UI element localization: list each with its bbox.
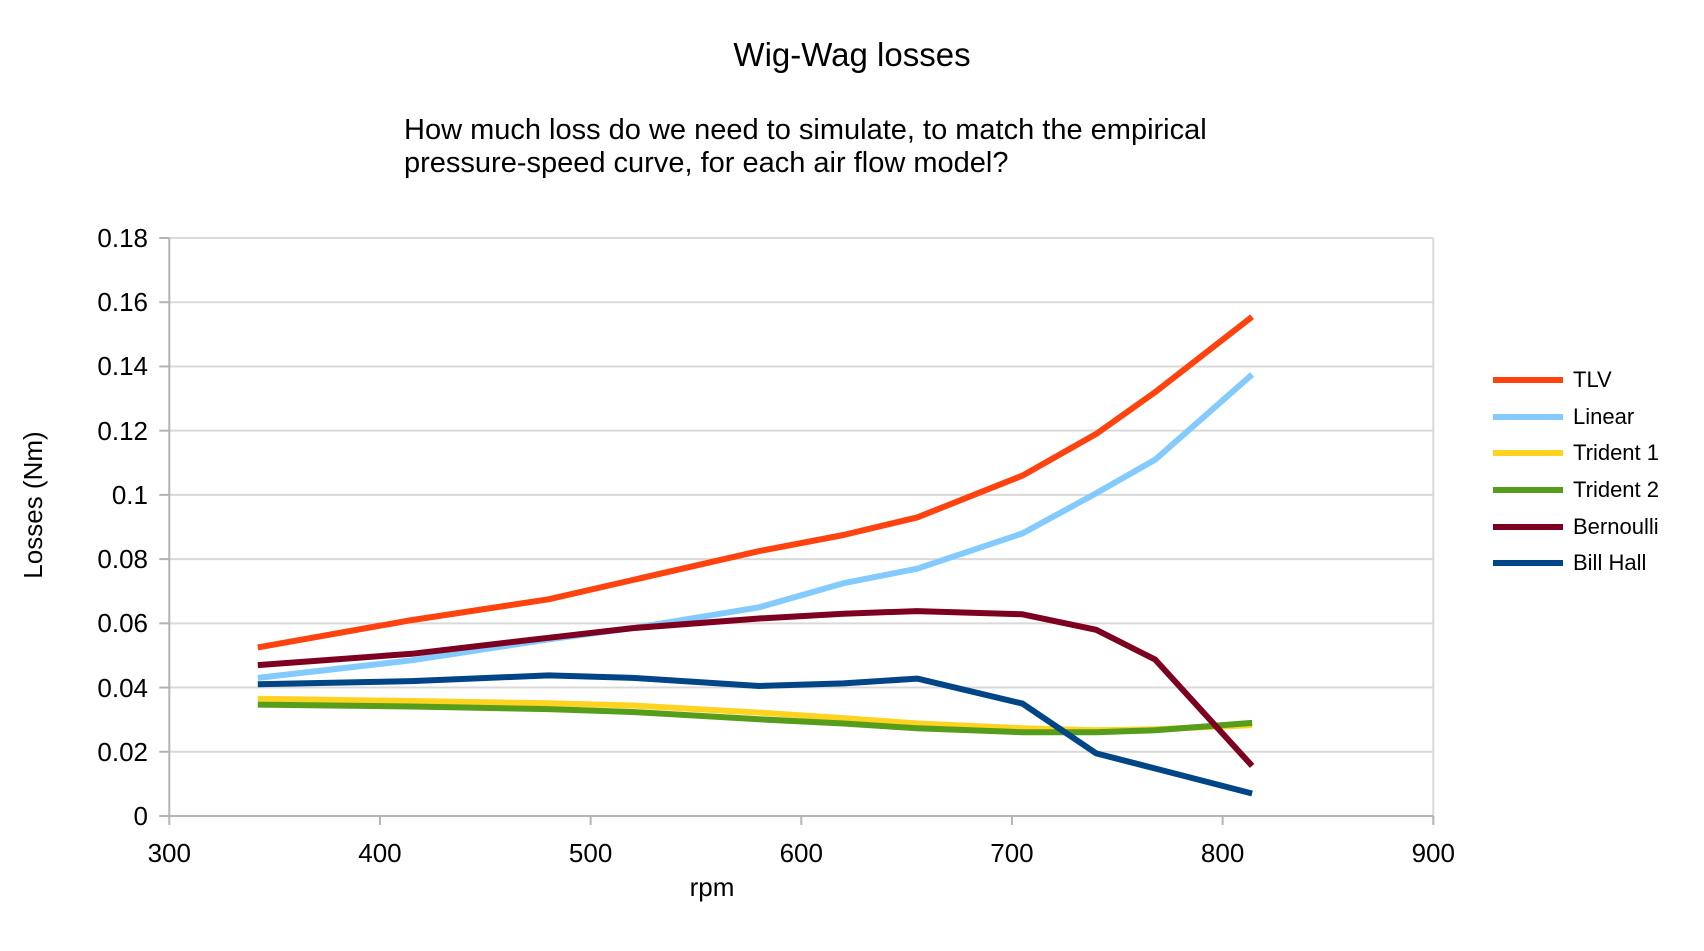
series-line-tlv: [257, 314, 1254, 651]
y-tick-label: 0.04: [97, 672, 148, 703]
y-tick-label: 0.02: [97, 736, 148, 767]
x-tick-label: 400: [358, 838, 402, 868]
legend-label: Trident 1: [1573, 440, 1660, 466]
legend-label: Bill Hall: [1573, 550, 1647, 576]
legend-item-bill-hall: Bill Hall: [1493, 545, 1659, 582]
legend-label: Trident 2: [1573, 477, 1660, 503]
legend-item-trident-2: Trident 2: [1493, 472, 1659, 509]
series-line-bernoulli: [257, 608, 1255, 768]
legend-swatch: [1493, 487, 1563, 494]
legend-swatch: [1493, 450, 1563, 457]
legend-swatch: [1493, 377, 1563, 384]
x-tick-label: 900: [1411, 838, 1455, 868]
legend-label: Linear: [1573, 403, 1635, 429]
y-tick-label: 0.08: [97, 544, 148, 575]
series-line-trident-2: [257, 701, 1253, 736]
y-tick-label: 0.1: [111, 479, 148, 510]
legend-item-trident-1: Trident 1: [1493, 435, 1659, 472]
series-line-bill-hall: [257, 672, 1253, 797]
legend-item-linear: Linear: [1493, 399, 1659, 436]
legend-label: Bernoulli: [1573, 513, 1659, 539]
x-tick-label: 300: [147, 838, 191, 868]
legend: TLV Linear Trident 1 Trident 2 Bernoulli Bill…: [1493, 362, 1659, 582]
chart-title: Wig-Wag losses: [733, 36, 971, 73]
x-tick-label: 500: [568, 838, 613, 868]
x-axis-title: rpm: [689, 872, 735, 902]
chart-subtitle: How much loss do we need to simulate, to…: [404, 114, 1207, 179]
y-axis-title: Losses (Nm): [18, 431, 48, 579]
x-tick-label: 700: [990, 838, 1034, 868]
x-tick-label: 600: [779, 838, 823, 868]
legend-item-bernoulli: Bernoulli: [1493, 508, 1659, 545]
y-tick-label: 0.14: [97, 351, 148, 382]
legend-label: TLV: [1573, 367, 1612, 393]
legend-swatch: [1493, 413, 1563, 420]
y-tick-label: 0: [133, 801, 148, 831]
y-tick-label: 0.16: [97, 287, 148, 318]
legend-item-tlv: TLV: [1493, 362, 1659, 399]
legend-swatch: [1493, 560, 1563, 567]
y-tick-label: 0.12: [97, 415, 148, 446]
y-tick-label: 0.06: [97, 608, 148, 639]
y-tick-label: 0.18: [97, 223, 148, 253]
series-line-linear: [257, 372, 1255, 681]
x-tick-label: 800: [1200, 838, 1245, 868]
legend-swatch: [1493, 523, 1563, 530]
